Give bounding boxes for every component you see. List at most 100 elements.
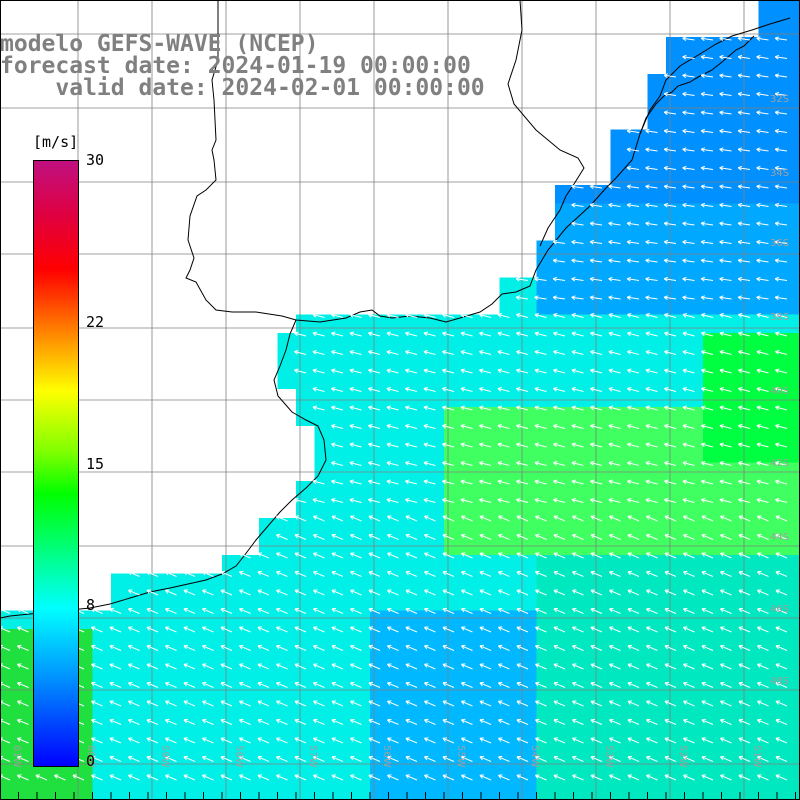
wind-arrow (202, 607, 214, 614)
wind-cell (777, 518, 796, 537)
wind-arrow (737, 73, 751, 78)
wind-cell (555, 499, 574, 519)
wind-arrow (700, 91, 714, 97)
wind-cell (388, 703, 408, 722)
wind-arrow (405, 589, 418, 596)
wind-cell (721, 222, 741, 241)
wind-arrow (350, 681, 362, 688)
wind-arrow (368, 533, 381, 540)
wind-arrow (700, 54, 714, 60)
wind-arrow (442, 774, 455, 781)
wind-cell (610, 129, 630, 149)
wind-cell (758, 277, 778, 297)
wind-cell (777, 314, 796, 334)
wind-arrow (571, 461, 584, 466)
wind-arrow (572, 755, 584, 762)
wind-arrow (424, 552, 436, 559)
wind-cell (518, 740, 537, 759)
wind-arrow (442, 350, 455, 355)
wind-cell (740, 259, 759, 278)
wind-cell (296, 333, 315, 352)
wind-arrow (663, 128, 677, 134)
wind-cell (703, 407, 722, 426)
wind-arrow (553, 718, 566, 725)
wind-cell (610, 240, 630, 260)
wind-arrow (202, 681, 214, 688)
wind-cell (351, 777, 371, 796)
wind-cell (555, 610, 574, 630)
wind-arrow (349, 368, 362, 374)
wind-arrow (350, 700, 362, 707)
wind-cell (333, 684, 352, 704)
wind-arrow (497, 350, 510, 355)
wind-arrow (571, 313, 584, 318)
wind-cell (666, 555, 685, 574)
wind-arrow (646, 700, 658, 707)
wind-cell (592, 314, 611, 334)
colorbar-tick-label: 0 (86, 752, 96, 770)
wind-arrow (349, 498, 362, 503)
wind-cell (425, 555, 445, 574)
wind-arrow (516, 498, 529, 503)
wind-arrow (571, 239, 584, 245)
wind-arrow (146, 589, 159, 596)
wind-arrow (627, 368, 640, 374)
wind-cell (518, 481, 537, 500)
wind-cell (666, 518, 685, 537)
wind-arrow (423, 461, 436, 466)
wind-arrow (553, 681, 566, 688)
wind-arrow (738, 774, 751, 781)
wind-cell (388, 444, 408, 463)
wind-arrow (664, 681, 677, 688)
wind-arrow (313, 718, 325, 725)
wind-arrow (128, 774, 140, 781)
wind-arrow (202, 718, 214, 725)
wind-cell (777, 499, 796, 519)
wind-arrow (109, 718, 122, 725)
wind-cell (703, 370, 722, 389)
wind-cell (795, 555, 800, 574)
wind-cell (758, 222, 778, 241)
wind-arrow (497, 424, 510, 429)
wind-arrow (720, 626, 732, 633)
wind-cell (185, 795, 204, 800)
wind-cell (610, 740, 630, 759)
wind-arrow (424, 700, 436, 707)
wind-cell (240, 666, 260, 685)
wind-cell (666, 629, 685, 648)
wind-arrow (608, 221, 621, 226)
wind-cell (573, 314, 593, 334)
wind-cell (610, 388, 630, 408)
wind-arrow (775, 570, 788, 577)
wind-cell (444, 481, 463, 500)
wind-cell (777, 333, 796, 352)
wind-cell (777, 185, 796, 204)
wind-cell (740, 111, 759, 130)
wind-cell (758, 629, 778, 648)
wind-cell (166, 795, 186, 800)
wind-cell (370, 444, 389, 463)
wind-cell (592, 666, 611, 685)
coastline-lagoon (639, 35, 755, 135)
wind-arrow (405, 681, 418, 688)
wind-cell (462, 647, 482, 667)
wind-cell (444, 573, 463, 593)
wind-arrow (72, 774, 85, 781)
wind-arrow (535, 515, 547, 522)
wind-arrow (774, 258, 788, 263)
wind-cell (499, 388, 519, 408)
wind-cell (684, 166, 704, 186)
wind-arrow (312, 479, 325, 485)
wind-cell (592, 203, 611, 223)
wind-arrow (461, 681, 473, 688)
wind-arrow (664, 644, 677, 651)
wind-arrow (312, 350, 325, 355)
wind-arrow (608, 295, 621, 300)
wind-arrow (461, 737, 473, 744)
wind-cell (629, 481, 648, 500)
wind-arrow (535, 681, 547, 688)
wind-arrow (701, 515, 714, 522)
wind-arrow (757, 681, 769, 688)
wind-cell (592, 777, 611, 796)
wind-arrow (368, 552, 381, 559)
